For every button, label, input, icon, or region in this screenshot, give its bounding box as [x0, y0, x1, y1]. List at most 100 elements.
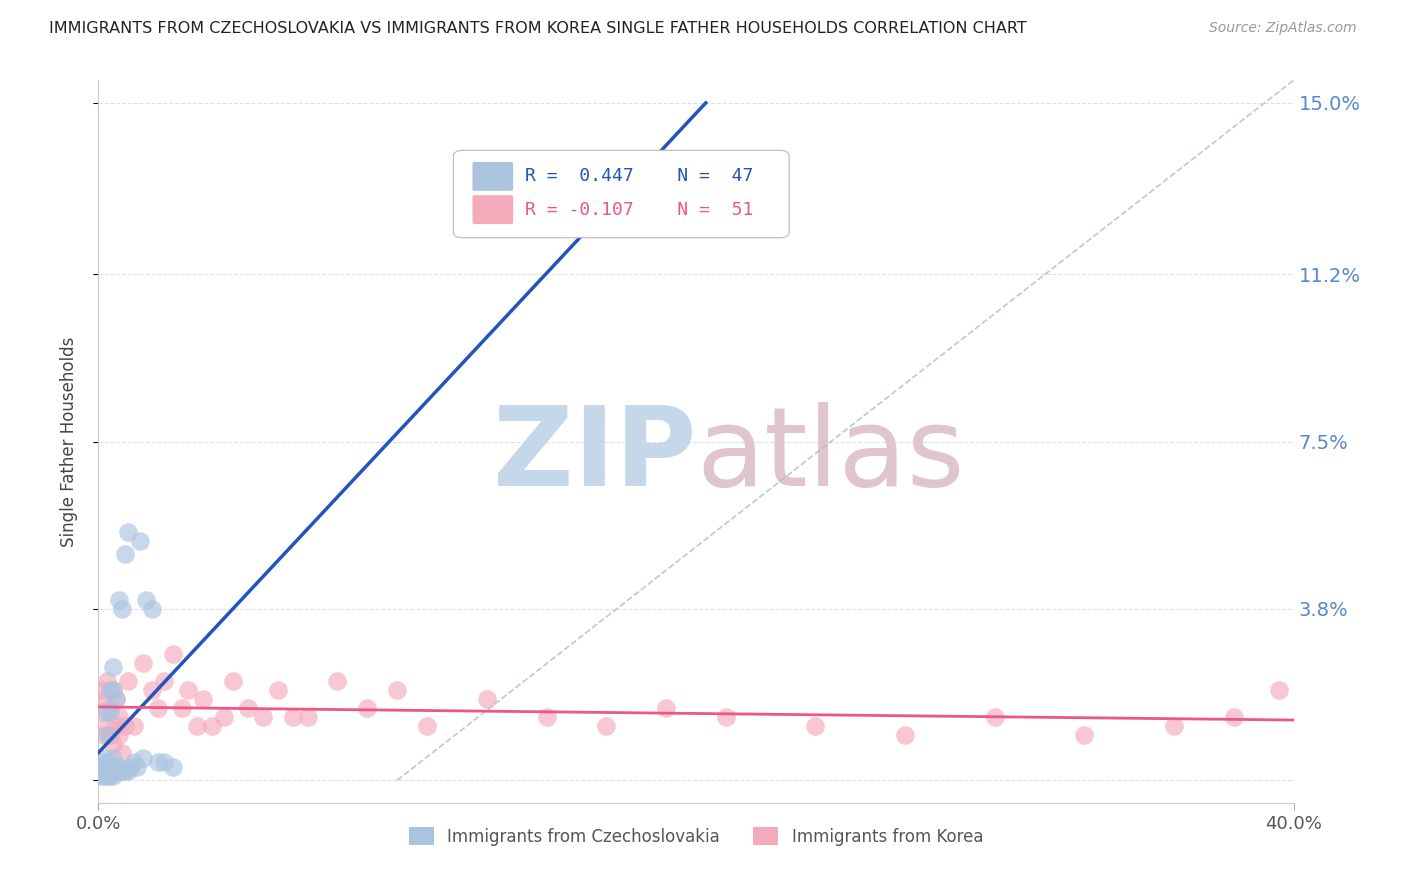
Text: R =  0.447    N =  47: R = 0.447 N = 47 [524, 168, 754, 186]
Point [98, 760, 122, 774]
Point [105, 692, 128, 706]
Point [98, 701, 122, 715]
Point [93, 769, 115, 783]
Point [90, 760, 112, 774]
Point [129, 533, 152, 548]
Point [103, 660, 125, 674]
Point [103, 760, 125, 774]
Point [108, 764, 131, 779]
Point [114, 719, 136, 733]
Text: IMMIGRANTS FROM CZECHOSLOVAKIA VS IMMIGRANTS FROM KOREA SINGLE FATHER HOUSEHOLDS: IMMIGRANTS FROM CZECHOSLOVAKIA VS IMMIGR… [49, 21, 1026, 37]
Point [162, 647, 184, 661]
Point [595, 719, 617, 733]
Point [93, 692, 115, 706]
Point [96, 755, 118, 769]
Point [281, 710, 304, 724]
Point [114, 548, 136, 562]
Point [132, 656, 155, 670]
Text: Source: ZipAtlas.com: Source: ZipAtlas.com [1209, 21, 1357, 36]
Point [93, 728, 115, 742]
Point [93, 750, 115, 764]
Point [385, 682, 409, 697]
Point [111, 764, 134, 779]
Point [93, 764, 115, 779]
Point [98, 764, 122, 779]
Point [984, 710, 1007, 724]
Point [111, 746, 134, 760]
Point [148, 755, 170, 769]
Point [297, 710, 319, 724]
Point [108, 728, 131, 742]
FancyBboxPatch shape [472, 195, 513, 224]
Point [90, 769, 112, 783]
Point [103, 764, 125, 779]
Point [90, 682, 112, 697]
Point [105, 719, 128, 733]
Point [222, 673, 245, 688]
Point [1267, 682, 1289, 697]
Point [105, 692, 128, 706]
Point [416, 719, 439, 733]
Point [153, 755, 176, 769]
Point [177, 682, 200, 697]
Point [804, 719, 827, 733]
Point [212, 710, 235, 724]
Point [111, 601, 134, 615]
Text: atlas: atlas [696, 402, 965, 509]
Point [98, 706, 122, 720]
Legend: Immigrants from Czechoslovakia, Immigrants from Korea: Immigrants from Czechoslovakia, Immigran… [402, 821, 990, 852]
Text: ZIP: ZIP [492, 402, 696, 509]
Point [236, 701, 259, 715]
Point [475, 692, 498, 706]
Point [252, 710, 274, 724]
Point [135, 592, 157, 607]
Point [105, 760, 128, 774]
Point [127, 760, 149, 774]
Point [96, 706, 118, 720]
Point [191, 692, 214, 706]
Point [124, 755, 146, 769]
Point [98, 728, 122, 742]
Point [90, 764, 112, 779]
Point [186, 719, 208, 733]
Point [1163, 719, 1185, 733]
Point [162, 760, 184, 774]
Point [90, 706, 112, 720]
Point [105, 764, 128, 779]
Point [267, 682, 290, 697]
FancyBboxPatch shape [472, 162, 513, 191]
Point [1223, 710, 1246, 724]
Point [96, 673, 118, 688]
Point [201, 719, 224, 733]
Point [141, 682, 163, 697]
Point [103, 769, 125, 783]
Point [96, 769, 118, 783]
Point [172, 701, 194, 715]
Y-axis label: Single Father Households: Single Father Households [59, 336, 77, 547]
Point [153, 673, 176, 688]
Point [114, 764, 136, 779]
Point [93, 760, 115, 774]
Point [103, 682, 125, 697]
Point [96, 728, 118, 742]
Point [103, 750, 125, 764]
Point [117, 673, 139, 688]
Point [655, 701, 678, 715]
Point [356, 701, 378, 715]
Point [124, 719, 146, 733]
Text: R = -0.107    N =  51: R = -0.107 N = 51 [524, 201, 754, 219]
Point [117, 524, 139, 539]
Point [98, 682, 122, 697]
Point [108, 592, 131, 607]
Point [120, 760, 142, 774]
Point [536, 710, 558, 724]
Point [108, 710, 131, 724]
Point [108, 760, 131, 774]
Point [96, 764, 118, 779]
Point [326, 673, 349, 688]
Point [714, 710, 737, 724]
Point [98, 769, 122, 783]
FancyBboxPatch shape [453, 151, 789, 238]
Point [103, 737, 125, 751]
Point [132, 750, 155, 764]
